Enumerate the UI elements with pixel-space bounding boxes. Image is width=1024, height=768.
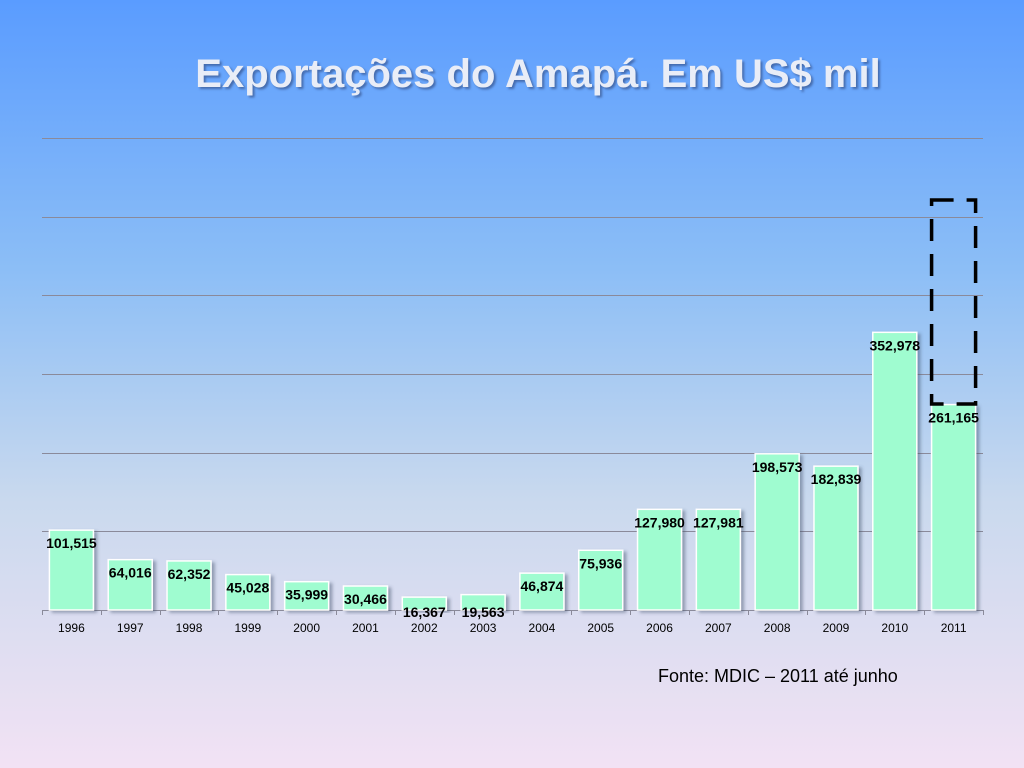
x-tick-label: 1997 xyxy=(117,621,144,635)
bar xyxy=(342,585,389,611)
x-tick-label: 2010 xyxy=(881,621,908,635)
bar xyxy=(695,508,742,611)
x-tick-label: 2004 xyxy=(529,621,556,635)
data-label: 45,028 xyxy=(226,580,269,596)
bars xyxy=(48,331,977,611)
x-tick-label: 1996 xyxy=(58,621,85,635)
bar xyxy=(636,508,683,611)
x-tick-label: 2007 xyxy=(705,621,732,635)
bar xyxy=(872,331,918,611)
source-note: Fonte: MDIC – 2011 até junho xyxy=(658,666,898,686)
x-tick-label: 2002 xyxy=(411,621,438,635)
data-label: 62,352 xyxy=(168,566,211,582)
bar xyxy=(107,558,153,611)
bar xyxy=(813,465,859,611)
bar xyxy=(519,572,565,611)
data-label: 64,016 xyxy=(109,565,152,581)
data-label: 16,367 xyxy=(403,604,446,620)
bar xyxy=(460,593,506,611)
data-label: 46,874 xyxy=(520,578,563,594)
x-tick-label: 1998 xyxy=(176,621,203,635)
x-tick-label: 2001 xyxy=(352,621,379,635)
bar xyxy=(166,560,212,611)
x-tick-label: 2005 xyxy=(587,621,614,635)
data-label: 127,981 xyxy=(693,514,744,530)
data-label: 198,573 xyxy=(752,459,803,475)
x-tick-label: 2000 xyxy=(293,621,320,635)
x-tick-label: 2011 xyxy=(941,621,967,635)
data-label: 127,980 xyxy=(634,514,685,530)
bar xyxy=(225,573,271,611)
data-label: 101,515 xyxy=(46,535,97,551)
bar xyxy=(48,529,95,611)
bar xyxy=(577,549,624,611)
data-label: 182,839 xyxy=(811,471,862,487)
x-tick-label: 1999 xyxy=(234,621,261,635)
data-label: 75,936 xyxy=(579,555,622,571)
bar xyxy=(930,403,977,611)
bar xyxy=(401,596,448,611)
x-tick-label: 2009 xyxy=(823,621,850,635)
data-label: 261,165 xyxy=(928,410,979,426)
highlight-box xyxy=(929,198,978,406)
x-tick-label: 2008 xyxy=(764,621,791,635)
data-label: 35,999 xyxy=(285,587,328,603)
bar xyxy=(754,453,800,611)
highlight-box-layer xyxy=(929,198,978,406)
x-tick-label: 2003 xyxy=(470,621,497,635)
bar xyxy=(283,580,330,611)
data-label: 19,563 xyxy=(462,604,505,620)
data-label: 352,978 xyxy=(869,337,920,353)
value-labels: 101,515 64,016 62,352 45,028 35,999 30,466 16,… xyxy=(46,337,979,620)
x-axis-tick-labels: 1996 1997 1998 1999 2000 2001 2002 2003 2004 2005… xyxy=(58,621,967,635)
slide-title: Exportações do Amapá. Em US$ mil xyxy=(195,52,881,96)
x-tick-label: 2006 xyxy=(646,621,673,635)
data-label: 30,466 xyxy=(344,591,387,607)
